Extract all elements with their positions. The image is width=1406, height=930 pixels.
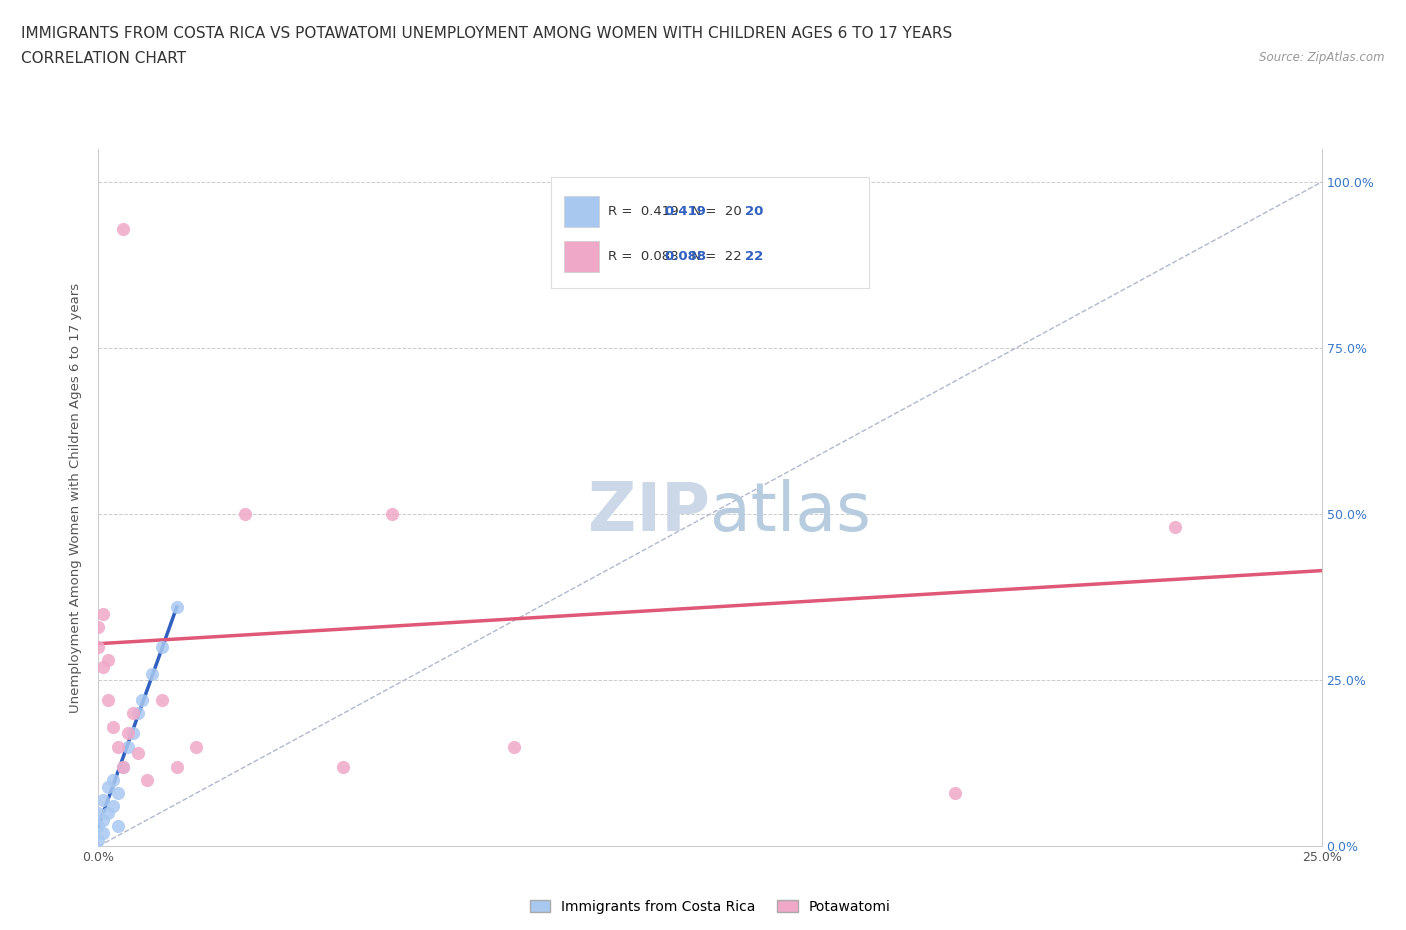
Point [943, 786, 966, 801]
Point [97, 653, 120, 668]
Point [111, 221, 134, 236]
Point [87, 832, 110, 847]
Text: CORRELATION CHART: CORRELATION CHART [21, 51, 186, 66]
Point [121, 726, 143, 741]
Point [87, 819, 110, 834]
Point [91, 606, 114, 621]
Text: atlas: atlas [710, 479, 870, 544]
Point [97, 693, 120, 708]
Text: Source: ZipAtlas.com: Source: ZipAtlas.com [1260, 51, 1385, 64]
Point [107, 786, 129, 801]
Point [117, 739, 139, 754]
Text: IMMIGRANTS FROM COSTA RICA VS POTAWATOMI UNEMPLOYMENT AMONG WOMEN WITH CHILDREN : IMMIGRANTS FROM COSTA RICA VS POTAWATOMI… [21, 26, 952, 41]
Point [91, 659, 114, 674]
Point [101, 719, 124, 734]
Y-axis label: Unemployment Among Women with Children Ages 6 to 17 years: Unemployment Among Women with Children A… [69, 283, 83, 712]
Point [91, 792, 114, 807]
Text: ZIP: ZIP [588, 479, 710, 544]
Point [121, 706, 143, 721]
Point [127, 706, 149, 721]
Point [503, 739, 526, 754]
Legend: Immigrants from Costa Rica, Potawatomi: Immigrants from Costa Rica, Potawatomi [524, 895, 896, 920]
Point [101, 799, 124, 814]
Point [233, 507, 256, 522]
Point [117, 726, 139, 741]
Point [87, 640, 110, 655]
Point [107, 739, 129, 754]
Point [111, 759, 134, 774]
Point [150, 640, 173, 655]
Point [107, 819, 129, 834]
Point [332, 759, 354, 774]
Point [111, 759, 134, 774]
Point [87, 805, 110, 820]
Point [97, 779, 120, 794]
Point [101, 773, 124, 788]
Point [381, 507, 404, 522]
Point [131, 693, 153, 708]
Point [166, 759, 188, 774]
Point [166, 600, 188, 615]
Point [186, 739, 208, 754]
Point [127, 746, 149, 761]
Point [150, 693, 173, 708]
Point [97, 805, 120, 820]
Point [1164, 520, 1187, 535]
Point [141, 666, 163, 681]
Point [136, 773, 159, 788]
Point [91, 826, 114, 841]
Point [87, 619, 110, 634]
Point [91, 812, 114, 827]
